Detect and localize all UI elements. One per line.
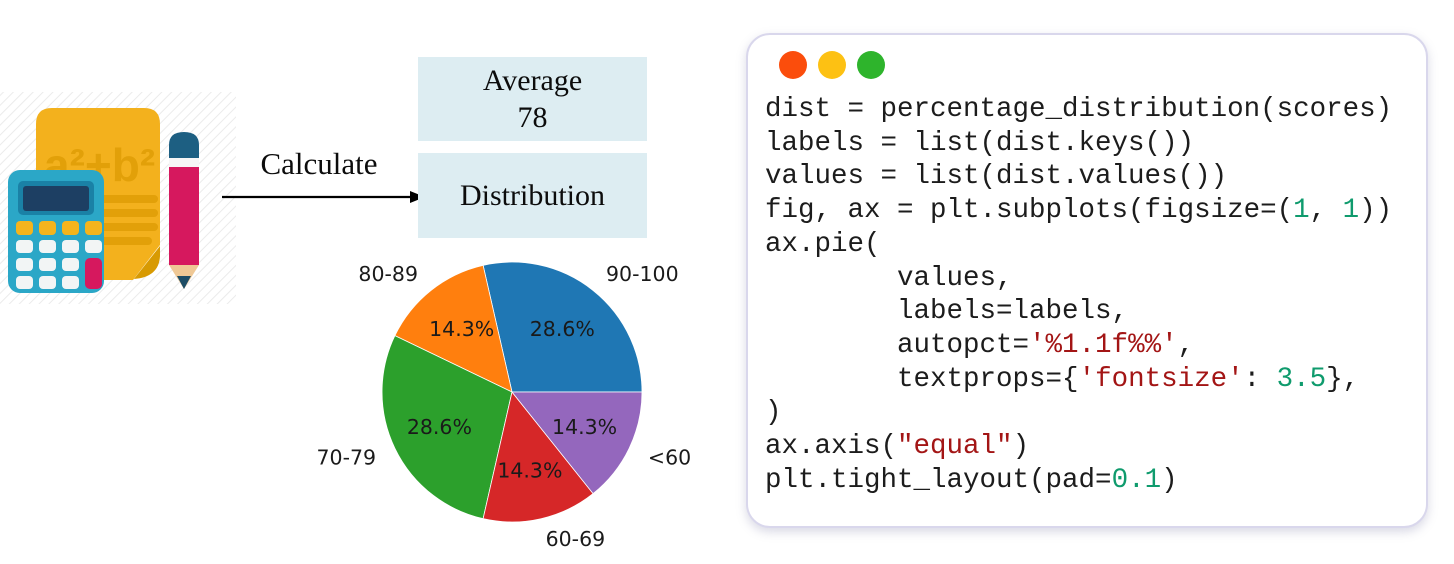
code-line: fig, ax = plt.subplots(figsize=(1, 1)) xyxy=(765,195,1393,227)
pie-pct-label: 14.3% xyxy=(429,317,494,341)
code-line: ) xyxy=(765,397,782,429)
average-box-value: 78 xyxy=(517,101,548,134)
arrow-head-icon xyxy=(410,191,425,203)
average-box: Average 78 xyxy=(418,57,647,141)
pie-category-label: <60 xyxy=(648,445,691,469)
code-line: ax.pie( xyxy=(765,228,881,260)
code-panel: dist = percentage_distribution(scores) la… xyxy=(746,33,1428,528)
calculator-yellow-keys xyxy=(16,221,102,235)
paper-lines-icon xyxy=(100,195,158,245)
window-dots xyxy=(748,35,1426,79)
code-line: labels = list(dist.keys()) xyxy=(765,127,1195,159)
pie-slice-60-69 xyxy=(482,391,594,523)
code-line: textprops={'fontsize': 3.5}, xyxy=(765,363,1360,395)
pie-pct-label: 28.6% xyxy=(407,415,472,439)
pie-slice-90-100 xyxy=(482,261,643,393)
calculate-label: Calculate xyxy=(260,146,378,181)
distribution-box: Distribution xyxy=(418,153,647,238)
code-line: values, xyxy=(765,262,1013,294)
code-line: autopct='%1.1f%%', xyxy=(765,329,1195,361)
window-dot-yellow xyxy=(818,51,846,79)
code-line: plt.tight_layout(pad=0.1) xyxy=(765,464,1178,496)
code-line: labels=labels, xyxy=(765,296,1129,328)
distribution-box-title: Distribution xyxy=(459,179,605,212)
pie-category-label: 90-100 xyxy=(606,262,679,286)
average-box-title: Average xyxy=(482,64,583,97)
pie-slice-80-89 xyxy=(394,264,513,393)
pie-category-label: 80-89 xyxy=(358,262,418,286)
code-line: dist = percentage_distribution(scores) xyxy=(765,94,1393,125)
pie-slice-70-79 xyxy=(381,335,513,520)
calculator-white-keys xyxy=(16,240,102,289)
calculator-icon xyxy=(8,170,104,293)
calculator-pink-key xyxy=(85,258,102,289)
pencil-icon xyxy=(169,132,199,289)
calculate-arrow xyxy=(222,191,425,203)
pie-pct-label: 14.3% xyxy=(552,415,617,439)
distribution-pie-chart: 28.6% 90-100 14.3% 80-89 28.6% 70-79 14.3% 60-6… xyxy=(317,261,691,551)
pie-pct-label: 28.6% xyxy=(530,317,595,341)
code-line: ax.axis("equal") xyxy=(765,431,1030,463)
code-snippet: dist = percentage_distribution(scores) la… xyxy=(748,79,1426,497)
paper-fold-icon xyxy=(134,246,160,279)
window-dot-red xyxy=(779,51,807,79)
code-line: values = list(dist.values()) xyxy=(765,161,1228,193)
pie-slice-<60 xyxy=(511,391,643,495)
pie-pct-label: 14.3% xyxy=(497,459,562,483)
window-dot-green xyxy=(857,51,885,79)
pie-category-label: 70-79 xyxy=(317,445,377,469)
pie-category-label: 60-69 xyxy=(546,527,606,551)
math-illustration: a²+b² xyxy=(0,92,236,304)
